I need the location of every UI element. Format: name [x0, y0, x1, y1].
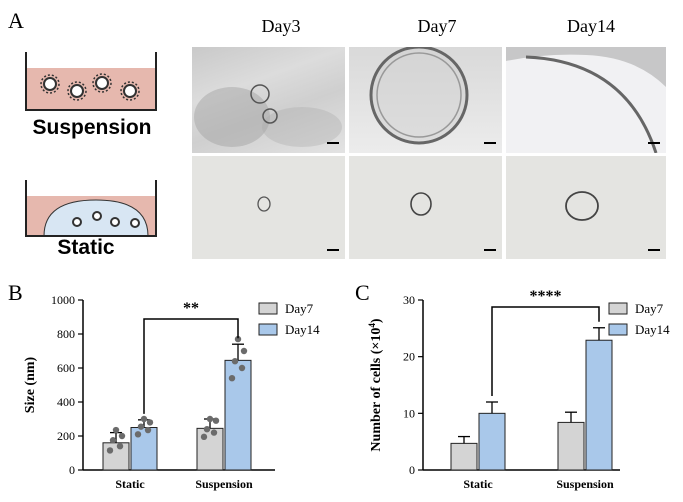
bar-suspension-day7 [196, 427, 224, 471]
day3-label: Day3 [261, 16, 301, 36]
data-point [206, 415, 214, 423]
significance-bracket [143, 318, 239, 414]
panel-b-letter: B [8, 280, 23, 305]
data-point [146, 419, 154, 426]
y-tick-label: 0 [69, 463, 75, 477]
x-tick-label: Suspension [556, 477, 614, 491]
micrograph-suspension-day3 [192, 47, 345, 153]
micrograph-static-day3 [192, 156, 345, 259]
static-label: Static [57, 236, 115, 259]
micrograph-suspension-day7 [349, 47, 502, 153]
y-tick-label: 800 [57, 327, 75, 341]
bar-suspension-day14 [224, 359, 252, 471]
legend-swatch-day7 [608, 302, 628, 315]
suspension-dish-diagram [25, 52, 157, 111]
legend-swatch-day7 [258, 302, 278, 315]
data-point [112, 426, 120, 434]
data-point [234, 335, 242, 343]
data-point [240, 347, 248, 355]
data-point [109, 437, 117, 444]
data-point [228, 375, 236, 382]
panel-a-letter: A [8, 8, 24, 33]
suspension-organoid-icons [43, 76, 137, 98]
legend-swatch-day14 [608, 323, 628, 336]
suspension-label: Suspension [32, 116, 152, 139]
significance-bracket [491, 306, 600, 396]
significance-label: **** [530, 288, 562, 305]
x-tick-label: Suspension [195, 477, 253, 491]
y-axis-label: Size (nm) [23, 356, 38, 413]
y-tick-label: 600 [57, 361, 75, 375]
y-tick-label: 0 [409, 463, 415, 477]
panel-c-letter: C [355, 280, 370, 305]
y-tick-label: 30 [403, 293, 415, 307]
data-point [210, 429, 218, 436]
legend-label-day7: Day7 [285, 301, 314, 316]
data-point [140, 415, 148, 423]
data-point [106, 447, 114, 454]
data-point [231, 358, 239, 365]
micrograph-suspension-day14 [506, 47, 666, 153]
legend-label-day14: Day14 [285, 322, 320, 337]
micrograph-static-day7 [349, 156, 502, 259]
y-tick-label: 400 [57, 395, 75, 409]
legend-label-day14: Day14 [635, 322, 670, 337]
data-point [200, 433, 208, 441]
legend-label-day7: Day7 [635, 301, 664, 316]
bar-suspension-day14 [585, 339, 613, 471]
y-tick-label: 1000 [51, 293, 75, 307]
bar-suspension-day7 [557, 421, 585, 471]
chart-b-size: 0 200 400 600 800 1000 Size (nm) Static Suspensi… [23, 293, 320, 491]
x-tick-label: Static [463, 477, 493, 491]
y-tick-label: 200 [57, 429, 75, 443]
y-tick-label: 20 [403, 350, 415, 364]
significance-label: ** [183, 300, 199, 317]
data-point [144, 426, 152, 434]
data-point [137, 423, 145, 430]
static-organoid-icons [72, 211, 140, 228]
data-point [203, 426, 211, 433]
bar-static-day7 [450, 442, 478, 471]
legend-swatch-day14 [258, 323, 278, 336]
data-point [116, 443, 124, 450]
bar-static-day14 [478, 412, 506, 471]
day14-label: Day14 [567, 16, 615, 36]
data-point [118, 432, 126, 440]
data-point [134, 431, 142, 438]
static-dish-diagram [25, 180, 157, 237]
data-point [238, 364, 246, 372]
data-point [212, 417, 220, 424]
x-tick-label: Static [115, 477, 145, 491]
y-axis-label: Number of cells (×104) [367, 318, 384, 451]
day7-label: Day7 [417, 16, 457, 36]
y-tick-label: 10 [403, 406, 415, 420]
chart-c-cell-number: 0 10 20 30 Number of cells (×104) Static Suspe… [367, 288, 670, 491]
bar-static-day7 [102, 442, 130, 471]
micrograph-static-day14 [506, 156, 666, 259]
